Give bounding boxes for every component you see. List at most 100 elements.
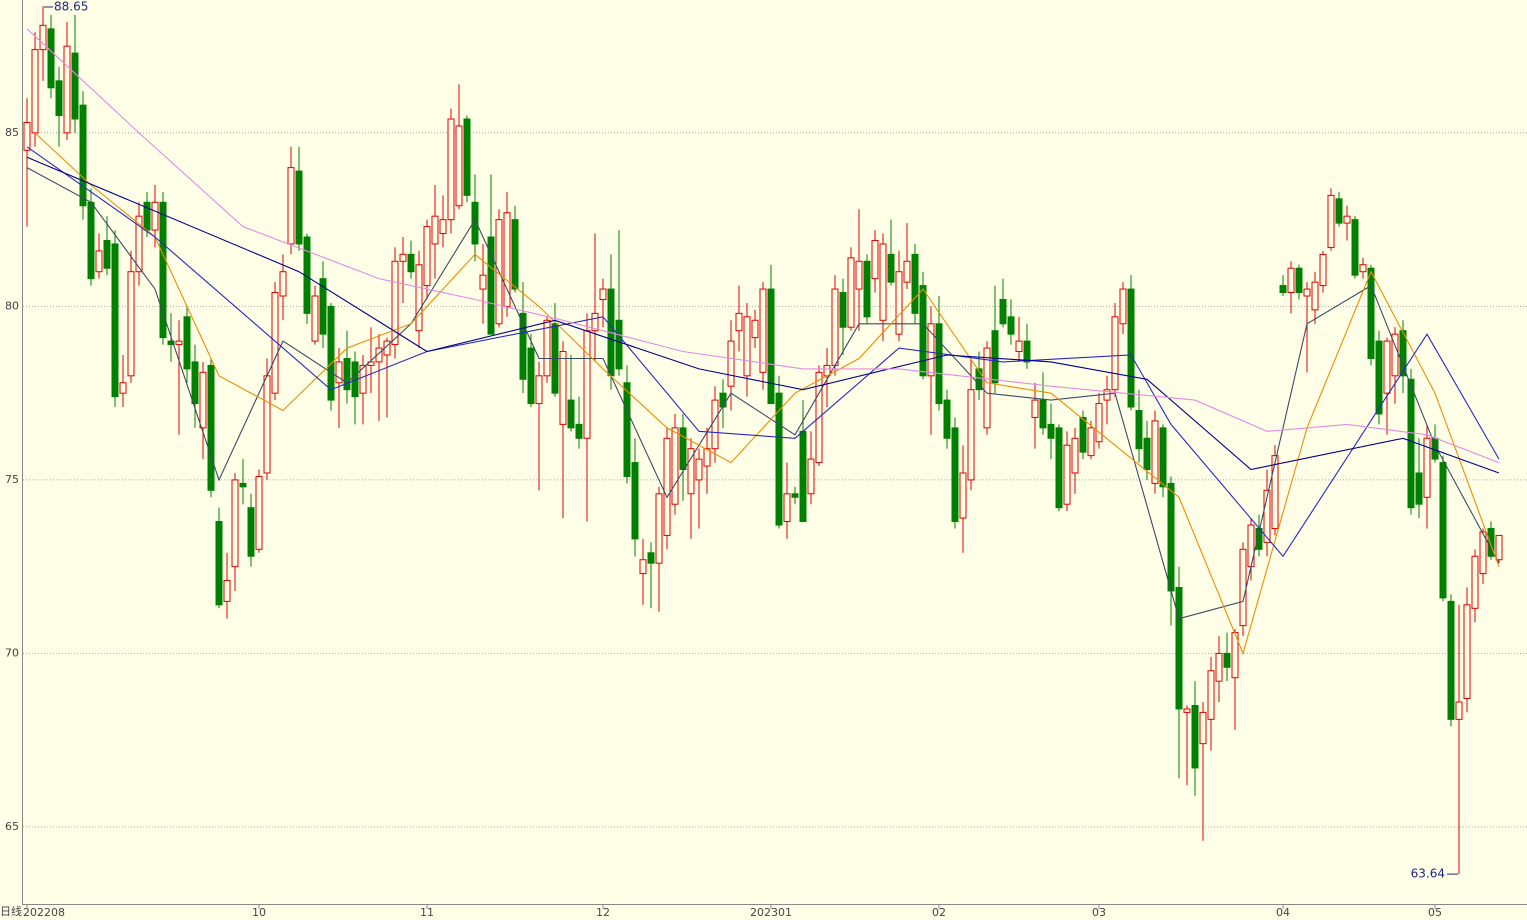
candle-body <box>887 253 895 283</box>
candle-body <box>471 201 479 245</box>
x-tick-label: 05 <box>1428 906 1442 919</box>
candle-body <box>87 201 95 280</box>
candle-body <box>1455 701 1463 720</box>
candle-body <box>71 52 79 120</box>
candle-body <box>567 399 575 429</box>
candle-body <box>1119 288 1127 325</box>
candle-body <box>871 239 879 280</box>
candle-body <box>199 371 207 429</box>
candle-body <box>1151 420 1159 484</box>
x-tick-label: 03 <box>1092 906 1106 919</box>
y-tick-label: 65 <box>5 820 19 833</box>
candle-body <box>1031 399 1039 418</box>
candle-body <box>927 323 935 377</box>
candle-body <box>1423 437 1431 498</box>
candle-body <box>791 493 799 498</box>
candle-body <box>1111 316 1119 391</box>
candle-body <box>1359 264 1367 273</box>
candle-body <box>719 392 727 408</box>
candle-body <box>335 361 343 384</box>
period-label: 日线 <box>0 904 22 918</box>
candle-body <box>23 121 31 151</box>
candle-body <box>807 458 815 495</box>
candle-body <box>1375 340 1383 415</box>
candle-body <box>1095 403 1103 443</box>
candle-body <box>79 104 87 207</box>
candle-body <box>447 118 455 221</box>
candle-body <box>119 382 127 394</box>
candle-body <box>631 462 639 540</box>
candle-body <box>951 427 959 523</box>
candle-body <box>1047 423 1055 439</box>
candle-body <box>31 49 39 134</box>
candle-body <box>575 423 583 439</box>
candle-body <box>135 215 143 273</box>
x-tick-label: 11 <box>420 906 434 919</box>
candle-body <box>711 399 719 450</box>
candle-body <box>1263 489 1271 543</box>
x-tick-label: 202301 <box>750 906 792 919</box>
candle-body <box>735 312 743 332</box>
candle-body <box>1127 288 1135 408</box>
candle-body <box>263 375 271 474</box>
candle-body <box>1007 316 1015 335</box>
max-label: 88.65 <box>54 0 88 14</box>
candle-body <box>359 364 367 394</box>
candle-body <box>639 559 647 575</box>
x-tick-label: 02 <box>932 906 946 919</box>
candle-body <box>1343 215 1351 224</box>
candle-body <box>455 125 463 207</box>
candle-body <box>1463 604 1471 700</box>
y-tick-label: 80 <box>5 299 19 312</box>
y-tick-label: 75 <box>5 473 19 486</box>
candle-body <box>1479 531 1487 575</box>
candle-body <box>855 260 863 290</box>
candle-body <box>975 368 983 391</box>
candle-body <box>583 330 591 439</box>
x-tick-label: 10 <box>252 906 266 919</box>
candle-body <box>911 253 919 314</box>
candle-body <box>1279 285 1287 294</box>
candle-body <box>39 24 47 51</box>
candle-body <box>63 45 71 134</box>
candle-body <box>935 323 943 405</box>
candle-body <box>903 260 911 283</box>
x-tick-label: 202208 <box>23 906 65 919</box>
moving-average-line <box>26 146 1500 558</box>
candle-body <box>839 292 847 328</box>
candle-body <box>439 219 447 235</box>
candle-body <box>1135 410 1143 450</box>
candle-body <box>223 580 231 602</box>
candle-body <box>1327 194 1335 248</box>
candle-body <box>1079 416 1087 453</box>
candle-body <box>407 253 415 273</box>
candle-body <box>1143 437 1151 471</box>
candle-body <box>127 271 135 377</box>
candle-body <box>895 271 903 335</box>
candle-body <box>831 288 839 366</box>
candle-body <box>191 361 199 405</box>
candle-body <box>599 288 607 300</box>
candle-body <box>1055 427 1063 509</box>
moving-average-line <box>26 167 1500 620</box>
candle-body <box>1087 427 1095 457</box>
candle-body <box>1295 267 1303 294</box>
candle-body <box>959 472 967 519</box>
candle-body <box>151 201 159 231</box>
candle-body <box>1207 670 1215 720</box>
candle-body <box>1199 711 1207 745</box>
candle-body <box>1191 704 1199 769</box>
candle-body <box>1319 253 1327 287</box>
moving-average-line <box>34 132 1500 656</box>
candle-body <box>679 427 687 471</box>
candle-body <box>1159 427 1167 488</box>
candle-body <box>47 28 55 89</box>
candle-body <box>1447 600 1455 720</box>
moving-average-line <box>26 156 1500 474</box>
min-label: 63.64 <box>1411 867 1445 881</box>
candle-body <box>647 552 655 564</box>
candle-body <box>727 340 735 387</box>
x-tick-label: 04 <box>1276 906 1290 919</box>
candle-body <box>399 253 407 262</box>
